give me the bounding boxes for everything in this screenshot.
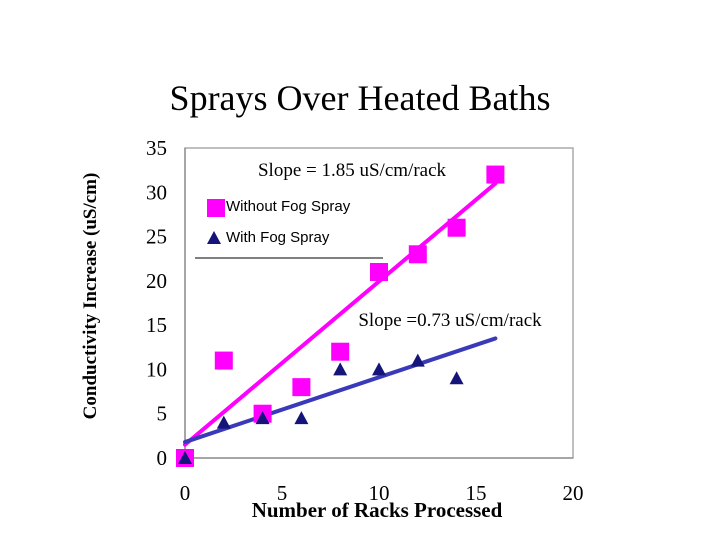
legend-triangle-marker — [207, 231, 221, 244]
x-axis-label: Number of Racks Processed — [252, 498, 503, 522]
x-tick-label-4: 20 — [563, 481, 584, 505]
annotation-slope-without-fog: Slope = 1.85 uS/cm/rack — [258, 160, 447, 181]
point-with-fog-0 — [178, 451, 192, 464]
y-tick-labels: 0 5 10 15 20 25 30 35 — [146, 136, 167, 470]
point-without-fog-7 — [447, 218, 466, 237]
y-tick-label-2: 10 — [146, 357, 167, 381]
trendline-without-fog — [183, 181, 498, 447]
y-tick-label-5: 25 — [146, 225, 167, 249]
point-with-fog-7 — [449, 371, 464, 385]
x-tick-label-2: 10 — [369, 481, 390, 505]
point-with-fog-5 — [372, 362, 386, 376]
point-without-fog-6 — [408, 245, 427, 264]
point-without-fog-5 — [370, 263, 388, 281]
x-tick-labels: 0 5 10 15 20 — [180, 481, 584, 505]
point-with-fog-1 — [216, 415, 231, 429]
trendlines — [183, 181, 498, 447]
legend-label-with-fog: With Fog Spray — [226, 229, 330, 246]
point-without-fog-8 — [486, 165, 505, 184]
y-axis-label: Conductivity Increase (uS/cm) — [80, 173, 101, 420]
y-tick-label-3: 15 — [146, 313, 167, 337]
point-without-fog-3 — [292, 378, 311, 397]
point-without-fog-1 — [214, 351, 233, 370]
x-tick-label-1: 5 — [277, 481, 288, 505]
trendline-with-fog — [183, 336, 498, 445]
y-tick-label-4: 20 — [146, 269, 167, 293]
legend-square-marker — [207, 199, 225, 217]
y-tick-label-6: 30 — [146, 180, 167, 204]
chart-title: Sprays Over Heated Baths — [170, 78, 551, 118]
point-with-fog-6 — [410, 353, 425, 367]
point-without-fog-4 — [331, 342, 350, 361]
legend-label-without-fog: Without Fog Spray — [226, 198, 351, 215]
annotation-slope-with-fog: Slope =0.73 uS/cm/rack — [358, 310, 542, 331]
point-with-fog-3 — [294, 411, 309, 425]
y-tick-label-7: 35 — [146, 136, 167, 160]
point-with-fog-4 — [333, 362, 348, 376]
x-tick-label-3: 15 — [466, 481, 487, 505]
data-points — [176, 165, 505, 467]
point-with-fog-2 — [255, 411, 270, 425]
x-tick-label-0: 0 — [180, 481, 191, 505]
legend: Without Fog Spray With Fog Spray — [207, 198, 351, 246]
y-tick-label-1: 5 — [157, 402, 168, 426]
y-tick-label-0: 0 — [157, 446, 168, 470]
plot-area — [184, 147, 574, 459]
